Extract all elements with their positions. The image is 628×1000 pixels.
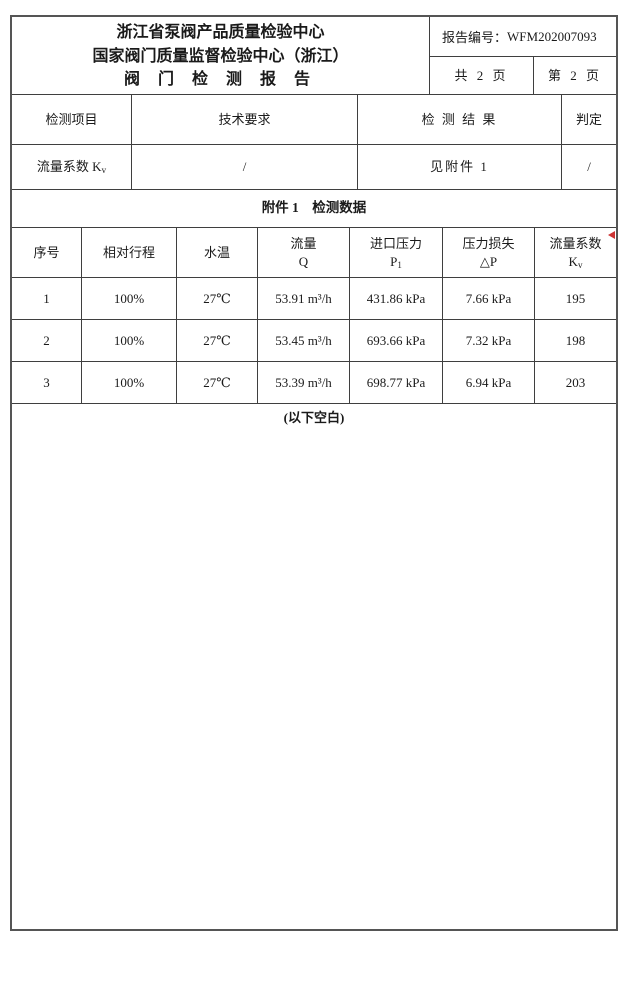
document-title: 阀 门 检 测 报 告 — [123, 70, 317, 88]
summary-item-cell: 流量系数 Kv — [12, 145, 132, 189]
summary-header-row: 检测项目 技术要求 检 测 结 果 判定 — [12, 95, 616, 145]
kv-header-subscript: v — [577, 259, 583, 270]
cell-relative-stroke: 100% — [82, 278, 177, 319]
p1-subscript: 1 — [397, 259, 402, 270]
blank-below-note: (以下空白) — [283, 410, 345, 425]
cell-relative-stroke: 100% — [82, 362, 177, 403]
attachment-title-row: 附件 1 检测数据 — [12, 190, 616, 228]
report-number-row: 报告编号： WFM202007093 — [430, 17, 616, 57]
report-header: 浙江省泵阀产品质量检验中心 国家阀门质量监督检验中心（浙江） 阀 门 检 测 报… — [12, 17, 616, 95]
table-row: 1 100% 27℃ 53.91 m³/h 431.86 kPa 7.66 kP… — [12, 278, 616, 320]
cell-inlet-pressure: 431.86 kPa — [350, 278, 443, 319]
summary-requirement-cell: / — [132, 145, 358, 189]
summary-col-judgement: 判定 — [575, 111, 602, 127]
cell-kv: 203 — [565, 374, 586, 390]
report-number-value: WFM202007093 — [507, 28, 597, 44]
cell-serial-no: 2 — [12, 320, 82, 361]
col-relative-stroke: 相对行程 — [82, 228, 177, 277]
cell-serial-no: 3 — [12, 362, 82, 403]
cell-inlet-pressure: 693.66 kPa — [350, 320, 443, 361]
report-number-label: 报告编号： — [442, 30, 508, 45]
summary-col-requirement: 技术要求 — [132, 95, 358, 144]
red-corner-marker-icon — [608, 231, 615, 239]
col-flow: 流量 Q — [258, 228, 350, 277]
total-pages: 共 2 页 — [430, 57, 534, 94]
summary-col-item: 检测项目 — [12, 95, 132, 144]
pagination-row: 共 2 页 第 2 页 — [430, 57, 616, 94]
cell-flow: 53.45 m³/h — [258, 320, 350, 361]
summary-col-result: 检 测 结 果 — [358, 95, 562, 144]
cell-pressure-loss: 7.32 kPa — [443, 320, 535, 361]
col-pressure-loss: 压力损失 △P — [443, 228, 535, 277]
col-inlet-pressure: 进口压力 P1 — [350, 228, 443, 277]
cell-relative-stroke: 100% — [82, 320, 177, 361]
cell-pressure-loss: 7.66 kPa — [443, 278, 535, 319]
summary-data-row: 流量系数 Kv / 见附件 1 / — [12, 145, 616, 190]
cell-water-temp: 27℃ — [177, 320, 258, 361]
cell-pressure-loss: 6.94 kPa — [443, 362, 535, 403]
attachment-header-row: 序号 相对行程 水温 流量 Q 进口压力 P1 压力损失 △P 流量系数 Kv — [12, 228, 616, 278]
cell-inlet-pressure: 698.77 kPa — [350, 362, 443, 403]
col-serial-no: 序号 — [12, 228, 82, 277]
col-water-temp: 水温 — [177, 228, 258, 277]
summary-item-text: 流量系数 Kv — [36, 159, 107, 176]
report-title-block: 浙江省泵阀产品质量检验中心 国家阀门质量监督检验中心（浙江） 阀 门 检 测 报… — [12, 17, 430, 94]
cell-water-temp: 27℃ — [177, 278, 258, 319]
report-border-frame: 浙江省泵阀产品质量检验中心 国家阀门质量监督检验中心（浙江） 阀 门 检 测 报… — [10, 15, 618, 931]
table-row: 2 100% 27℃ 53.45 m³/h 693.66 kPa 7.32 kP… — [12, 320, 616, 362]
current-page: 第 2 页 — [547, 67, 602, 83]
summary-judgement-cell: / — [587, 159, 591, 175]
report-meta-block: 报告编号： WFM202007093 共 2 页 第 2 页 — [430, 17, 616, 94]
kv-subscript: v — [101, 165, 107, 176]
cell-serial-no: 1 — [12, 278, 82, 319]
summary-result-cell: 见附件 1 — [358, 145, 562, 189]
col-flow-coefficient: 流量系数 Kv — [535, 228, 616, 277]
cell-kv: 195 — [565, 290, 586, 306]
cell-water-temp: 27℃ — [177, 362, 258, 403]
table-row: 3 100% 27℃ 53.39 m³/h 698.77 kPa 6.94 kP… — [12, 362, 616, 404]
attachment-title: 附件 1 检测数据 — [261, 200, 367, 216]
blank-area: (以下空白) — [12, 404, 616, 929]
cell-kv: 198 — [565, 332, 586, 348]
org-name-line2: 国家阀门质量监督检验中心（浙江） — [92, 47, 349, 65]
cell-flow: 53.91 m³/h — [258, 278, 350, 319]
cell-flow: 53.39 m³/h — [258, 362, 350, 403]
org-name-line1: 浙江省泵阀产品质量检验中心 — [116, 24, 325, 42]
